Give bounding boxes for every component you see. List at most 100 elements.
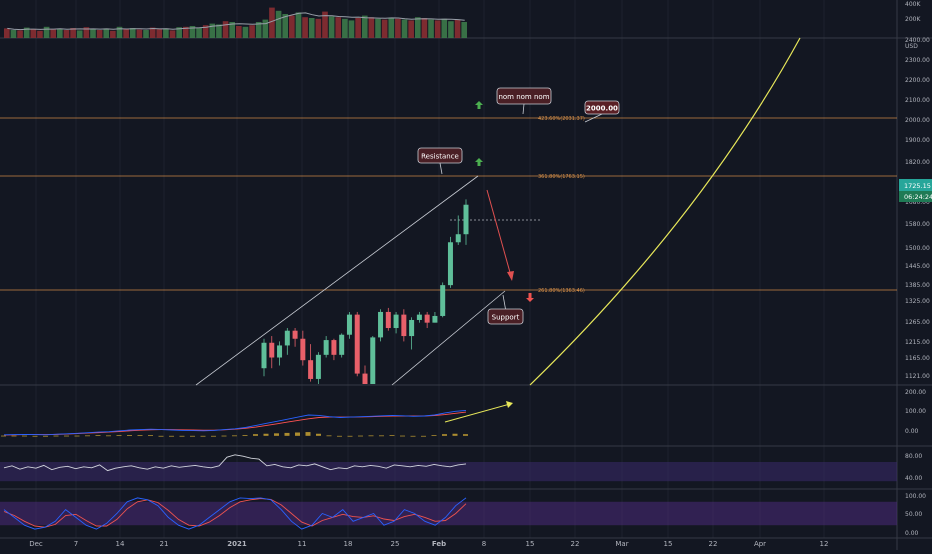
volume-bar <box>156 29 163 38</box>
x-tick-label: Feb <box>432 540 446 548</box>
volume-bar <box>83 27 90 38</box>
volume-bar <box>408 20 414 38</box>
volume-bar <box>196 27 202 38</box>
macd-hist-bar <box>316 433 321 436</box>
candle-body[interactable] <box>401 314 407 337</box>
target-callout-pointer <box>584 113 603 123</box>
rsi-band <box>0 462 897 482</box>
x-tick-label: 21 <box>160 540 169 548</box>
candle-body[interactable] <box>269 342 275 358</box>
volume-bar <box>143 30 149 38</box>
candle-body[interactable] <box>409 319 415 337</box>
down-arrow-icon <box>526 293 534 302</box>
candle-body[interactable] <box>455 234 461 243</box>
resistance-callout-box[interactable] <box>417 147 463 164</box>
candle-body[interactable] <box>354 314 360 374</box>
candle-body[interactable] <box>416 314 422 320</box>
macd-hist-bar <box>85 435 90 437</box>
candle-body[interactable] <box>378 311 384 338</box>
macd-hist-bar <box>284 432 290 436</box>
macd-hist-bar <box>337 435 342 437</box>
rsi-line <box>3 454 467 472</box>
candle-body[interactable] <box>277 345 283 358</box>
candle-body[interactable] <box>292 330 298 339</box>
x-tick-label: 11 <box>298 540 307 548</box>
candle-body[interactable] <box>300 338 306 361</box>
candle-body[interactable] <box>323 340 329 355</box>
price-tick-label: 1215.00 <box>905 339 930 346</box>
volume-bar <box>10 30 17 38</box>
volume-bar <box>242 26 249 38</box>
price-tick-label: 2200.00 <box>905 77 930 84</box>
candle-body[interactable] <box>463 204 469 235</box>
volume-bar <box>116 26 123 38</box>
candle-body[interactable] <box>432 315 438 323</box>
macd-hist-bar <box>32 435 38 437</box>
macd-hist-bar <box>74 435 80 437</box>
macd-hist-bar <box>379 435 384 437</box>
candle-body[interactable] <box>315 354 321 379</box>
candle-body[interactable] <box>440 285 446 316</box>
volume-bar <box>103 28 110 38</box>
candle-body[interactable] <box>284 330 290 346</box>
resistance-callout-label: Resistance <box>421 153 459 161</box>
x-tick-label: 7 <box>74 540 78 548</box>
price-tick-label: 2400.00 <box>905 37 930 44</box>
volume-bar <box>342 18 348 38</box>
x-tick-label: 25 <box>391 540 400 548</box>
candle-body[interactable] <box>308 360 314 379</box>
x-tick-label: 15 <box>526 540 535 548</box>
volume-bar <box>76 30 83 38</box>
nom-callout-label: nom nom nom <box>498 93 549 101</box>
nom-callout-box[interactable] <box>496 87 552 105</box>
candle-body[interactable] <box>393 314 399 329</box>
momentum-arrow-line <box>444 403 511 423</box>
x-tick-label: Apr <box>754 540 766 548</box>
fib-level-label: 361.80%(1763.15) <box>538 174 585 180</box>
candle-body[interactable] <box>339 334 345 355</box>
candle-body[interactable] <box>385 311 391 329</box>
projection-arrow-head <box>507 271 514 281</box>
channel-upper-line <box>195 175 479 386</box>
volume-bar <box>434 20 441 38</box>
candle-body[interactable] <box>447 242 453 286</box>
volume-bar <box>30 29 37 38</box>
momentum-arrow-head <box>506 401 513 408</box>
volume-bar <box>322 11 328 38</box>
candle-body[interactable] <box>346 314 352 335</box>
price-tick-label: 1121.00 <box>905 373 930 380</box>
volume-bar <box>395 18 401 38</box>
stoch-tick-label: 100.00 <box>905 493 926 500</box>
candle-body[interactable] <box>370 337 376 384</box>
volume-bar <box>361 15 368 38</box>
candle-body[interactable] <box>362 373 368 384</box>
macd-hist-bar <box>295 432 300 436</box>
volume-bar <box>209 23 216 38</box>
fib-level-label: 261.80%(1363.46) <box>538 288 585 294</box>
price-tick-label: USD <box>905 43 918 50</box>
support-callout-box[interactable] <box>487 308 524 325</box>
price-tick-label: 1500.00 <box>905 245 930 252</box>
volume-bar <box>63 30 70 38</box>
macd-hist-bar <box>232 435 237 437</box>
candle-body[interactable] <box>331 340 337 355</box>
stoch-k-line <box>3 497 467 530</box>
candle-body[interactable] <box>261 342 267 369</box>
macd-hist-bar <box>137 435 143 437</box>
channel-lower-line <box>391 290 506 386</box>
volume-bar <box>295 12 302 38</box>
macd-hist-bar <box>358 435 363 437</box>
stoch-tick-label: 50.00 <box>905 511 922 518</box>
macd-hist-bar <box>305 432 311 436</box>
target-callout-box[interactable] <box>584 100 620 115</box>
volume-bar <box>110 30 116 38</box>
volume-tick-label: 200K <box>905 16 921 23</box>
candle-body[interactable] <box>424 314 430 323</box>
volume-bar <box>388 18 395 38</box>
support-callout-pointer <box>502 294 506 310</box>
volume-bar <box>222 21 229 38</box>
macd-hist-bar <box>190 435 195 437</box>
price-tick-label: 1900.00 <box>905 137 930 144</box>
